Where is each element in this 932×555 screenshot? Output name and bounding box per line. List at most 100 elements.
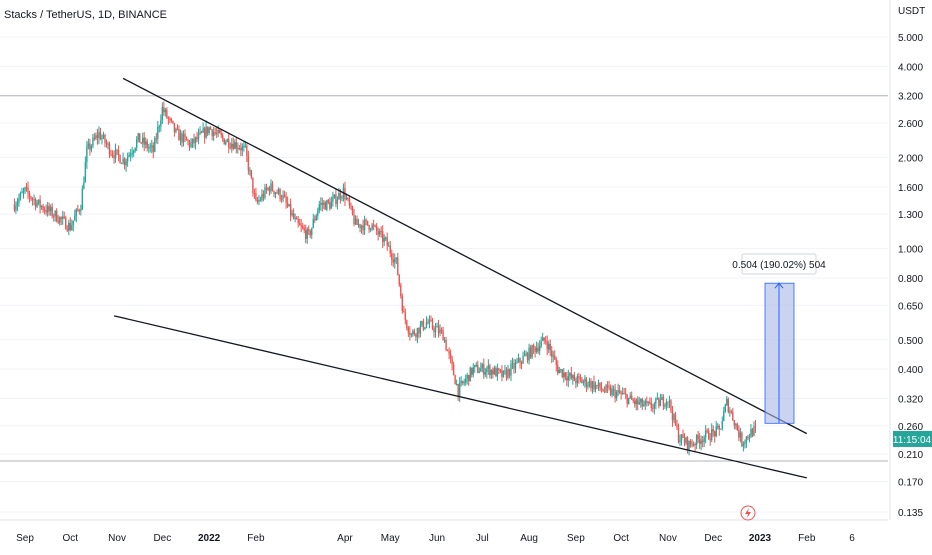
- candle-body: [151, 145, 153, 147]
- candle-body: [603, 391, 606, 393]
- candle-body: [612, 389, 615, 391]
- candle-body: [244, 145, 247, 147]
- candle-body: [15, 205, 17, 211]
- candle-body: [422, 320, 425, 329]
- candle-body: [59, 217, 61, 223]
- candle-body: [602, 389, 604, 392]
- candle-body: [273, 190, 275, 195]
- candle-body: [392, 259, 394, 263]
- candle-body: [75, 209, 78, 216]
- candle-body: [145, 141, 147, 145]
- candle-body: [537, 347, 539, 352]
- candle-body: [469, 367, 471, 382]
- candle-body: [472, 367, 474, 375]
- candle-body: [92, 137, 94, 146]
- candle-body: [742, 443, 745, 446]
- candle-body: [525, 353, 527, 356]
- candle-body: [317, 210, 319, 216]
- candle-body: [166, 109, 168, 118]
- candle-body: [468, 375, 470, 382]
- candle-body: [739, 432, 742, 438]
- candle-body: [593, 381, 595, 390]
- candle-body: [538, 345, 541, 352]
- price-tick-label: 0.500: [898, 336, 923, 347]
- candle-body: [72, 220, 74, 226]
- price-tick-label: 2.000: [898, 154, 923, 165]
- candle-body: [25, 187, 28, 189]
- candle-body: [107, 143, 109, 145]
- candle-body: [425, 322, 428, 328]
- candle-body: [173, 123, 176, 132]
- price-tick-label: 0.210: [898, 450, 923, 461]
- candle-body: [627, 397, 630, 404]
- candle-body: [631, 395, 633, 400]
- candle-body: [137, 133, 139, 140]
- price-axis[interactable]: USDT 5.000 4.000 3.200 2.600 2.000 1.600 1.300 1…: [889, 0, 932, 520]
- candle-body: [495, 367, 497, 377]
- candle-body: [372, 224, 375, 226]
- candle-body: [694, 444, 696, 446]
- candle-body: [181, 133, 183, 143]
- candle-body: [701, 440, 704, 442]
- candle-body: [474, 365, 476, 368]
- candle-body: [403, 310, 405, 313]
- candle-body: [237, 147, 239, 149]
- candle-body: [599, 382, 601, 389]
- candle-body: [37, 199, 40, 203]
- candle-body: [617, 390, 619, 393]
- candle-body: [498, 368, 500, 370]
- candle-body: [501, 370, 503, 377]
- candle-body: [516, 361, 518, 363]
- candle-body: [48, 205, 50, 212]
- time-tick-label: 2023: [749, 533, 772, 544]
- candle-body: [380, 231, 382, 233]
- measure-tool-layer: 0.504 (190.02%) 504: [732, 253, 826, 424]
- candle-body: [532, 345, 535, 348]
- candle-body: [481, 364, 483, 369]
- time-tick-label: 6: [849, 533, 855, 544]
- candle-body: [683, 438, 686, 444]
- candle-body: [21, 192, 23, 194]
- candle-body: [157, 127, 159, 139]
- candle-body: [455, 384, 458, 386]
- candle-body: [65, 217, 67, 230]
- candle-body: [57, 221, 59, 223]
- candle-body: [229, 147, 231, 149]
- candle-body: [96, 135, 99, 138]
- candle-body: [139, 133, 141, 143]
- candle-body: [726, 398, 728, 405]
- candle-body: [738, 430, 740, 438]
- candle-body: [753, 426, 755, 436]
- time-axis[interactable]: Sep Oct Nov Dec 2022 Feb Apr May Jun Jul Aug Sep Oct…: [0, 519, 888, 544]
- candle-body: [624, 393, 627, 395]
- candle-body: [431, 320, 434, 329]
- candle-body: [231, 143, 233, 148]
- candle-body: [665, 401, 668, 406]
- time-tick-label: Oct: [62, 533, 78, 544]
- candle-body: [640, 398, 642, 403]
- candle-body: [190, 143, 192, 147]
- candle-body: [406, 320, 408, 328]
- candle-body: [594, 384, 597, 390]
- candle-body: [199, 131, 201, 134]
- candle-body: [659, 399, 662, 407]
- candle-body: [676, 424, 678, 428]
- candle-body: [336, 199, 339, 204]
- candle-body: [209, 127, 212, 130]
- candle-body: [323, 202, 325, 205]
- candle-body: [241, 146, 244, 151]
- candle-body: [30, 196, 32, 199]
- candle-body: [365, 220, 367, 222]
- candle-body: [175, 128, 177, 132]
- candle-body: [39, 199, 41, 208]
- candle-body: [733, 420, 736, 426]
- measure-label-bg: [741, 253, 817, 275]
- candle-body: [33, 199, 35, 201]
- candle-body: [522, 356, 524, 364]
- candle-body: [664, 405, 666, 407]
- symbol-title[interactable]: Stacks / TetherUS, 1D, BINANCE: [4, 9, 168, 21]
- candle-body: [419, 325, 422, 334]
- candle-body: [541, 337, 544, 341]
